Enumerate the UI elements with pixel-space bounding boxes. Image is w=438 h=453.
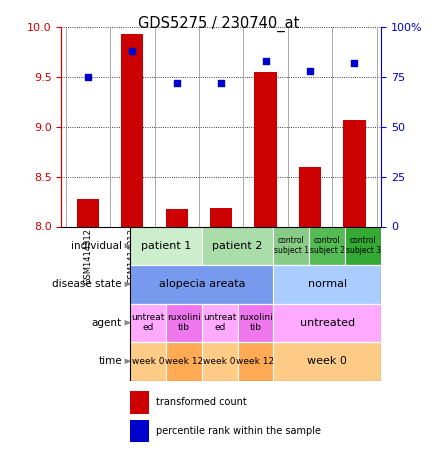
Polygon shape xyxy=(124,281,131,287)
Bar xyxy=(130,265,273,304)
Bar xyxy=(273,265,381,304)
Bar xyxy=(345,226,381,265)
Bar xyxy=(254,72,277,226)
Bar xyxy=(273,226,309,265)
Polygon shape xyxy=(124,358,131,364)
Text: control
subject 3: control subject 3 xyxy=(346,236,381,255)
Bar xyxy=(130,226,202,265)
Bar xyxy=(130,226,381,381)
Bar xyxy=(299,167,321,226)
Bar xyxy=(166,342,202,381)
Bar xyxy=(130,391,149,414)
Bar xyxy=(166,304,202,342)
Point xyxy=(173,79,180,87)
Text: individual: individual xyxy=(71,241,122,251)
Bar xyxy=(202,304,238,342)
Bar xyxy=(273,342,381,381)
Bar xyxy=(210,207,232,226)
Text: untreat
ed: untreat ed xyxy=(131,313,165,333)
Text: untreat
ed: untreat ed xyxy=(203,313,237,333)
Bar xyxy=(202,226,273,265)
Bar xyxy=(343,120,366,226)
Text: GDS5275 / 230740_at: GDS5275 / 230740_at xyxy=(138,16,300,32)
Polygon shape xyxy=(124,243,131,249)
Bar xyxy=(130,304,166,342)
Bar xyxy=(130,420,149,442)
Bar xyxy=(202,342,238,381)
Point xyxy=(129,48,136,55)
Text: control
subject 2: control subject 2 xyxy=(310,236,345,255)
Point xyxy=(85,73,92,81)
Bar xyxy=(166,208,188,226)
Bar xyxy=(77,198,99,226)
Text: percentile rank within the sample: percentile rank within the sample xyxy=(155,426,321,436)
Text: week 12: week 12 xyxy=(165,357,203,366)
Text: transformed count: transformed count xyxy=(155,397,247,407)
Point xyxy=(351,59,358,67)
Text: week 12: week 12 xyxy=(237,357,275,366)
Text: ruxolini
tib: ruxolini tib xyxy=(167,313,201,333)
Text: time: time xyxy=(98,356,122,366)
Bar xyxy=(238,342,273,381)
Text: patient 1: patient 1 xyxy=(141,241,191,251)
Text: normal: normal xyxy=(308,279,347,289)
Point xyxy=(262,58,269,65)
Text: untreated: untreated xyxy=(300,318,355,328)
Bar xyxy=(130,342,166,381)
Text: week 0: week 0 xyxy=(132,357,164,366)
Bar xyxy=(273,304,381,342)
Bar xyxy=(238,304,273,342)
Point xyxy=(307,67,314,75)
Text: agent: agent xyxy=(92,318,122,328)
Text: disease state: disease state xyxy=(52,279,122,289)
Point xyxy=(218,79,225,87)
Text: ruxolini
tib: ruxolini tib xyxy=(239,313,272,333)
Text: week 0: week 0 xyxy=(204,357,236,366)
Text: patient 2: patient 2 xyxy=(212,241,263,251)
Text: week 0: week 0 xyxy=(307,356,347,366)
Polygon shape xyxy=(124,320,131,326)
Bar xyxy=(309,226,345,265)
Text: control
subject 1: control subject 1 xyxy=(274,236,309,255)
Bar xyxy=(121,34,144,226)
Text: alopecia areata: alopecia areata xyxy=(159,279,245,289)
